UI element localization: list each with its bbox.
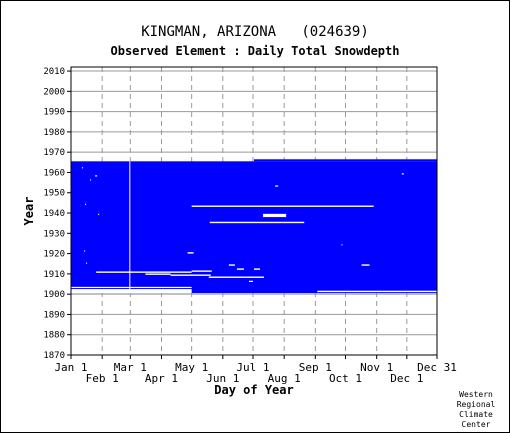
x-tick-label: Jun 1 [206, 372, 239, 385]
x-tick-label: Feb 1 [86, 372, 119, 385]
credit-line: Western [459, 390, 493, 399]
y-tick-label: 1930 [43, 229, 65, 239]
y-tick-label: 1970 [43, 148, 65, 158]
x-tick-label: Jul 1 [236, 361, 269, 374]
credit-line: Climate [459, 410, 493, 419]
x-axis-label: Day of Year [214, 383, 293, 397]
x-tick-label: Jan 1 [54, 361, 87, 374]
missing-gap [401, 173, 404, 175]
y-tick-label: 1900 [43, 290, 65, 300]
y-tick-label: 2000 [43, 87, 65, 97]
missing-gap [95, 175, 98, 177]
missing-gap [71, 289, 192, 294]
plot-border [70, 66, 438, 356]
y-tick-label: 1990 [43, 108, 65, 118]
x-tick-label: Sep 1 [299, 361, 332, 374]
data-block [71, 161, 437, 294]
missing-gap [145, 273, 171, 275]
missing-gap [317, 290, 437, 293]
y-tick-label: 1880 [43, 331, 65, 341]
missing-gap [84, 250, 86, 252]
missing-gap [275, 185, 279, 187]
x-tick-label: May 1 [175, 361, 208, 374]
missing-gap [98, 213, 100, 216]
missing-gap [236, 268, 244, 270]
data-block [254, 159, 437, 162]
missing-gap [228, 264, 235, 266]
x-tick-label: Dec 1 [390, 372, 423, 385]
missing-gap [90, 179, 92, 181]
y-tick-label: 1980 [43, 128, 65, 138]
x-tick-label: Mar 1 [114, 361, 147, 374]
x-tick-label: Aug 1 [268, 372, 301, 385]
tick-labels: 1870 1880 1890 1900 1910 1920 1930 1940 1950 1960… [22, 67, 457, 397]
missing-gap [191, 270, 212, 272]
chart-title: KINGMAN, ARIZONA (024639) [141, 24, 369, 40]
missing-gap [86, 262, 88, 264]
missing-gap [187, 252, 194, 254]
missing-gap [85, 203, 87, 205]
missing-gap [209, 221, 305, 224]
y-tick-label: 1910 [43, 270, 65, 280]
chart-subtitle: Observed Element : Daily Total Snowdepth [110, 44, 400, 58]
y-tick-label: 1940 [43, 209, 65, 219]
missing-gap [82, 167, 84, 169]
x-tick-label: Nov 1 [360, 361, 393, 374]
missing-gap [248, 280, 253, 282]
x-tick-label: Dec 31 [417, 361, 457, 374]
y-tick-label: 1870 [43, 351, 65, 361]
missing-gap [71, 286, 192, 289]
missing-gap [191, 205, 374, 207]
credit-line: Center [461, 420, 491, 429]
data-blocks [71, 159, 437, 294]
y-tick-label: 1920 [43, 250, 65, 260]
x-tick-label: Apr 1 [145, 372, 178, 385]
missing-data [71, 161, 437, 294]
axes [67, 66, 438, 359]
missing-gap [263, 213, 287, 218]
y-tick-label: 1960 [43, 168, 65, 178]
y-tick-label: 1950 [43, 189, 65, 199]
missing-gap [170, 274, 211, 276]
y-axis-label: Year [22, 197, 36, 226]
credit-line: Regional [456, 400, 496, 409]
x-tick-label: Oct 1 [329, 372, 362, 385]
missing-gap [96, 271, 192, 273]
credit-label: Western Regional Climate Center [448, 390, 504, 430]
y-tick-label: 2010 [43, 67, 65, 77]
missing-gap [341, 244, 343, 246]
missing-gap [129, 161, 131, 294]
missing-gap [361, 264, 370, 266]
missing-gap [254, 268, 261, 270]
y-tick-label: 1890 [43, 310, 65, 320]
missing-gap [208, 276, 265, 278]
